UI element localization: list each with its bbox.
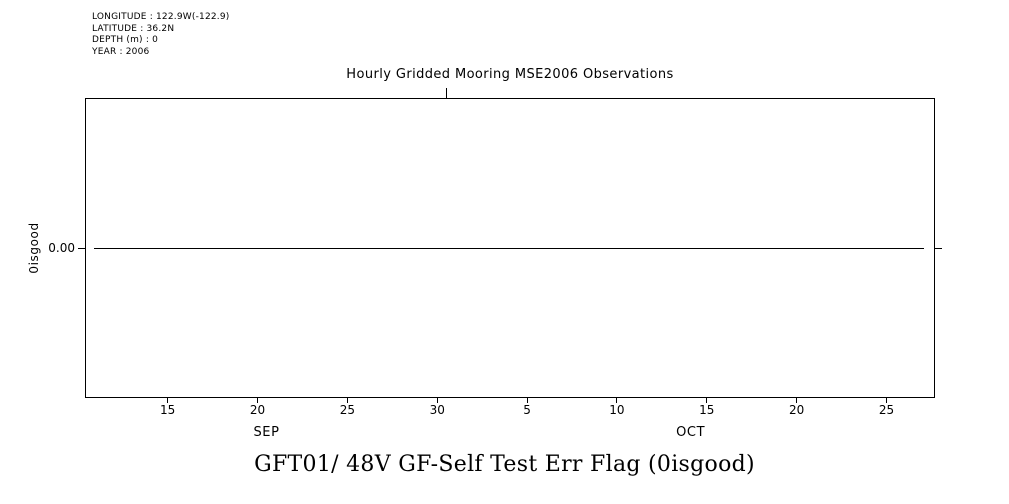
x-tick-label: 25 [339, 403, 355, 417]
y-axis-title: 0isgood [27, 222, 41, 274]
x-tick-label: 15 [160, 403, 176, 417]
x-tick-label: 30 [429, 403, 445, 417]
metadata-line-longitude: LONGITUDE : 122.9W(-122.9) [92, 12, 230, 22]
metadata-block: LONGITUDE : 122.9W(-122.9) LATITUDE : 36… [92, 12, 230, 58]
x-tick-label: 15 [699, 403, 715, 417]
x-axis-top-tick [445, 88, 447, 98]
x-axis-tick [885, 398, 887, 403]
x-axis-tick [436, 398, 438, 403]
x-axis-tick [346, 398, 348, 403]
data-series-line [93, 247, 925, 249]
x-axis-tick [796, 398, 798, 403]
y-axis-tick-left [78, 247, 85, 249]
x-axis-tick [526, 398, 528, 403]
x-tick-label: 20 [788, 403, 805, 417]
chart-title: Hourly Gridded Mooring MSE2006 Observati… [346, 67, 674, 82]
x-axis-tick [616, 398, 618, 403]
x-axis-tick [167, 398, 169, 403]
x-tick-label: 25 [878, 403, 895, 417]
x-tick-label: 20 [249, 403, 266, 417]
x-axis-tick [706, 398, 708, 403]
x-axis-tick [257, 398, 259, 403]
metadata-line-depth: DEPTH (m) : 0 [92, 35, 159, 45]
x-tick-label: 10 [609, 403, 625, 417]
metadata-line-year: YEAR : 2006 [92, 46, 150, 57]
y-tick-label: 0.00 [48, 241, 75, 255]
x-axis-month-label: OCT [676, 425, 706, 440]
x-axis-month-label: SEP [253, 425, 280, 440]
metadata-line-latitude: LATITUDE : 36.2N [92, 23, 175, 34]
y-axis-tick-right [935, 247, 942, 249]
plot-caption: GFT01/ 48V GF-Self Test Err Flag (0isgoo… [254, 452, 755, 477]
x-tick-label: 5 [523, 403, 531, 417]
